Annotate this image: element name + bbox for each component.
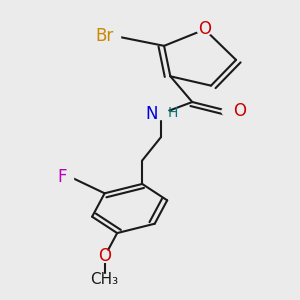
Bar (86, 274, 123, 286)
Text: O: O (198, 20, 211, 38)
Bar (58, 172, 73, 182)
Circle shape (153, 108, 169, 120)
Text: O: O (233, 102, 246, 120)
Bar (95, 32, 120, 41)
Text: Br: Br (96, 28, 114, 46)
Text: CH₃: CH₃ (91, 272, 119, 287)
Circle shape (222, 106, 238, 117)
Circle shape (197, 24, 213, 35)
Circle shape (97, 250, 112, 262)
Text: O: O (98, 248, 111, 266)
Text: F: F (58, 168, 67, 186)
Text: H: H (167, 106, 178, 120)
Text: N: N (145, 105, 158, 123)
